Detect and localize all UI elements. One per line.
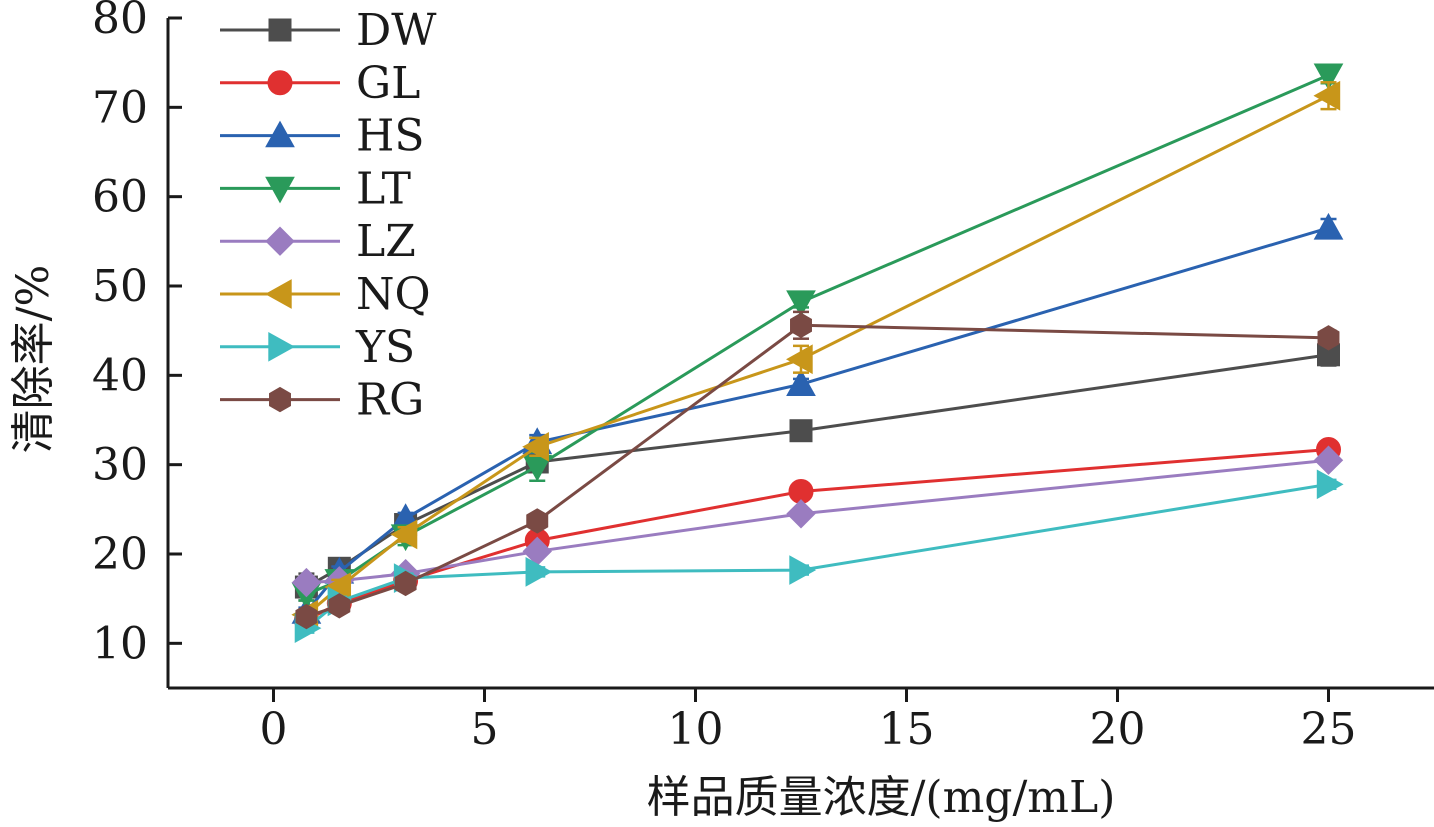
y-tick-label: 40 — [92, 350, 148, 401]
legend-marker — [267, 70, 293, 96]
series-line — [305, 323, 1329, 618]
legend-item-nq: NQ — [220, 269, 431, 320]
data-point — [790, 312, 812, 338]
data-point — [786, 499, 816, 529]
legend-item-dw: DW — [220, 5, 437, 56]
y-tick-label: 50 — [92, 261, 148, 312]
legend-label: NQ — [356, 269, 431, 320]
data-point — [786, 290, 816, 318]
data-point — [1317, 325, 1340, 351]
legend-label: HS — [356, 111, 425, 162]
legend-marker — [265, 176, 295, 204]
y-axis-title: 清除率/% — [8, 265, 59, 454]
legend-item-lz: LZ — [220, 216, 416, 267]
legend-marker — [264, 279, 292, 309]
legend-label: RG — [356, 375, 424, 426]
legend-label: DW — [356, 5, 437, 56]
legend-marker — [268, 331, 296, 362]
data-point — [525, 557, 553, 587]
y-tick-label: 60 — [92, 172, 148, 223]
series-rg — [295, 310, 1340, 630]
legend-marker — [265, 226, 295, 256]
y-tick-label: 30 — [92, 440, 148, 491]
data-point — [785, 344, 813, 375]
data-point — [1313, 80, 1341, 111]
legend-label: LZ — [356, 216, 416, 267]
y-tick-label: 20 — [92, 529, 148, 580]
y-tick-label: 70 — [92, 82, 148, 133]
data-point — [390, 519, 418, 550]
x-tick-label: 5 — [471, 704, 499, 755]
legend-marker — [265, 120, 295, 148]
data-point — [786, 369, 816, 396]
data-point — [789, 555, 817, 585]
legend-marker — [269, 386, 291, 413]
data-point — [789, 419, 813, 443]
data-point — [1313, 212, 1344, 240]
series-line — [305, 226, 1329, 614]
data-point — [328, 593, 351, 619]
legend-item-hs: HS — [220, 111, 425, 162]
x-tick-label: 20 — [1090, 704, 1146, 755]
series-lt — [291, 63, 1344, 610]
data-point — [1316, 469, 1344, 500]
x-tick-label: 15 — [879, 704, 935, 755]
series-nq — [291, 80, 1341, 630]
y-tick-label: 10 — [92, 618, 148, 669]
legend-item-lt: LT — [220, 163, 411, 214]
legend-label: GL — [356, 58, 420, 109]
legend-label: YS — [355, 322, 415, 373]
data-point — [291, 567, 322, 598]
data-point — [394, 570, 417, 597]
series-layer — [291, 63, 1344, 643]
series-lz — [291, 445, 1344, 598]
data-point — [1313, 63, 1344, 91]
data-point — [522, 431, 549, 462]
legend-item-gl: GL — [220, 58, 420, 109]
series-line — [306, 458, 1329, 585]
y-tick-label: 80 — [92, 0, 148, 44]
data-point — [1313, 445, 1344, 475]
legend-item-ys: YS — [220, 322, 415, 373]
legend-marker — [268, 18, 292, 42]
data-point — [295, 603, 318, 630]
x-tick-label: 25 — [1301, 704, 1357, 755]
series-line — [305, 353, 1329, 589]
series-line — [305, 94, 1330, 616]
legend-item-rg: RG — [220, 375, 424, 426]
x-tick-label: 0 — [260, 704, 288, 755]
series-ys — [294, 469, 1344, 643]
axes: 10 20 30 40 50 60 70 80 0 5 10 15 20 25 — [92, 0, 1434, 755]
series-gl — [293, 436, 1341, 633]
x-tick-label: 10 — [668, 704, 724, 755]
data-point — [526, 508, 549, 534]
legend-label: LT — [356, 163, 411, 214]
x-axis-title: 样品质量浓度/(mg/mL) — [647, 772, 1116, 823]
